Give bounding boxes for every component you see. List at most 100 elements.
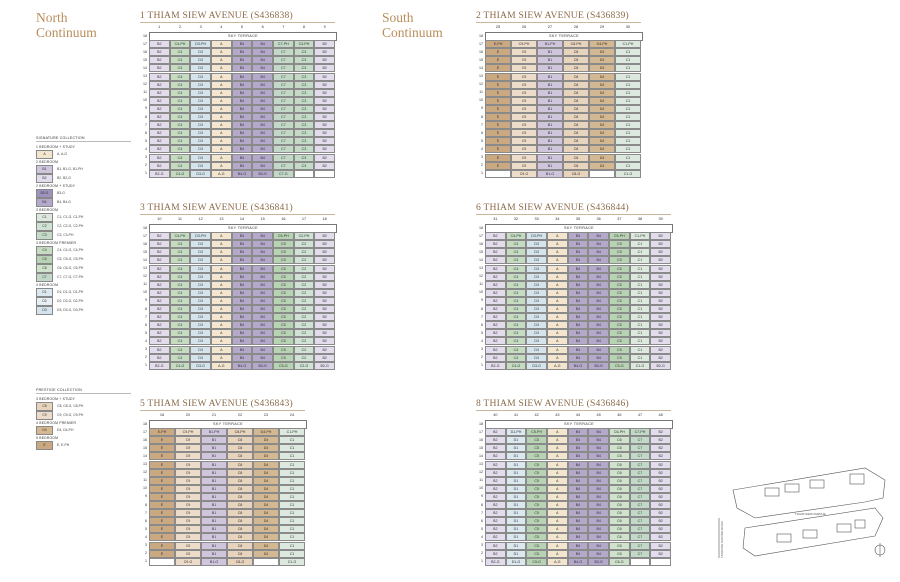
unit-cell: A	[211, 345, 232, 354]
unit-cell: C3	[293, 48, 315, 57]
unit-cell: C3	[293, 88, 315, 97]
unit-cell: B2	[650, 436, 671, 445]
stack-number: 42	[534, 413, 539, 417]
unit-cell: B4	[567, 337, 589, 346]
unit-cell: D3	[526, 337, 547, 346]
unit-cell: A	[547, 468, 568, 477]
unit-cell: D3	[526, 264, 547, 273]
unit-cell: C5	[609, 329, 630, 338]
unit-cell: C8	[227, 460, 253, 469]
unit-cell: C1	[615, 145, 641, 154]
unit-cell: B1	[201, 533, 227, 542]
unit-cell: C4	[169, 129, 191, 138]
floor-label: 9	[481, 298, 483, 303]
unit-cell: B4	[252, 129, 273, 138]
floor-label: 14	[479, 453, 483, 458]
unit-cell: A	[211, 80, 232, 89]
floor-label: 6	[145, 322, 147, 327]
unit-cell: D3	[190, 240, 211, 249]
unit-cell: B4	[588, 428, 609, 437]
unit-cell: C1	[629, 240, 651, 249]
unit-cell: C1	[279, 444, 305, 453]
legend-swatch: D1	[36, 287, 53, 297]
unit-cell: D4	[589, 48, 615, 57]
unit-cell: B2	[149, 48, 170, 57]
unit-cell: B4	[252, 40, 273, 49]
unit-cell: D3	[190, 256, 211, 265]
unit-cell: A	[547, 452, 568, 461]
unit-cell: D3	[190, 137, 211, 146]
unit-cell: C8	[563, 48, 589, 57]
unit-cell: C2	[293, 280, 315, 289]
unit-cell: B4	[252, 64, 273, 73]
unit-cell: C1	[629, 313, 651, 322]
floor-label: 12	[143, 82, 147, 87]
unit-cell: B1	[537, 121, 563, 130]
unit-cell: B1	[537, 80, 563, 89]
unit-cell: B2	[149, 272, 170, 281]
unit-cell: B4	[252, 80, 273, 89]
title-rule	[476, 22, 641, 23]
unit-cell: D1	[505, 549, 527, 558]
unit-cell: C8	[227, 525, 253, 534]
unit-cell: B2	[314, 329, 335, 338]
unit-cell: B4	[588, 468, 609, 477]
unit-cell: C3	[293, 161, 315, 170]
legend-item: C3 C3, C3-PH	[36, 230, 131, 240]
unit-cell: D3	[190, 161, 211, 170]
unit-cell: C4-G	[505, 361, 527, 370]
legend-item-text: E, E-PH	[57, 443, 70, 447]
unit-cell: B2	[314, 104, 335, 113]
stack-number: 48	[658, 413, 663, 417]
floor-label: 11	[479, 478, 483, 483]
unit-cell: A	[547, 256, 568, 265]
unit-cell: B4	[231, 121, 253, 130]
unit-cell: A	[211, 305, 232, 314]
unit-cell: D3-PH	[526, 232, 547, 241]
unit-cell: B2	[485, 240, 506, 249]
unit-cell: B1	[201, 468, 227, 477]
unit-cell: C8	[563, 121, 589, 130]
unit-cell: D4	[589, 80, 615, 89]
unit-cell: C7	[629, 525, 651, 534]
floor-label: 2	[481, 551, 483, 556]
unit-cell: B1	[201, 484, 227, 493]
floor-label: 2	[481, 163, 483, 168]
unit-cell: C2	[293, 321, 315, 330]
unit-cell: D1	[505, 525, 527, 534]
unit-cell: B2	[149, 345, 170, 354]
unit-cell: B2	[149, 240, 170, 249]
unit-cell: B2	[485, 492, 506, 501]
unit-cell: B2-G	[149, 169, 170, 178]
unit-cell: D3-G	[190, 169, 211, 178]
unit-cell: C6	[609, 533, 630, 542]
unit-cell: C1	[615, 129, 641, 138]
legend-swatch: C1	[36, 212, 53, 222]
unit-cell: B2	[485, 321, 506, 330]
unit-cell: C1	[279, 525, 305, 534]
unit-cell: C7	[273, 129, 294, 138]
unit-cell: D3	[190, 305, 211, 314]
unit-cell: C5	[273, 353, 294, 362]
stack-number: 46	[617, 413, 622, 417]
unit-cell: C9	[511, 64, 537, 73]
unit-cell: B4	[588, 533, 609, 542]
unit-cell: B1	[537, 129, 563, 138]
map-road-label-b: TANJONG KATONG ROAD	[720, 520, 724, 558]
unit-cell: B4	[588, 264, 609, 273]
unit-cell: B2	[650, 501, 671, 510]
floor-label: 13	[479, 462, 483, 466]
legend-category: 3 BEDROOM + STUDY	[36, 397, 76, 401]
unit-cell: C4	[169, 256, 191, 265]
unit-cell: C8-G	[563, 169, 589, 178]
floor-label: 1	[145, 363, 147, 368]
floor-label: 4	[145, 146, 147, 151]
unit-cell: D3	[190, 313, 211, 322]
unit-cell: B4	[567, 509, 589, 518]
unit-cell: B2	[149, 137, 170, 146]
floor-label: 5	[481, 526, 483, 531]
unit-cell: C4	[505, 321, 527, 330]
legend-item-text: C9, C9-G, C9-PH	[57, 413, 84, 417]
unit-cell: B2	[314, 161, 335, 170]
unit-cell: C8	[227, 436, 253, 445]
